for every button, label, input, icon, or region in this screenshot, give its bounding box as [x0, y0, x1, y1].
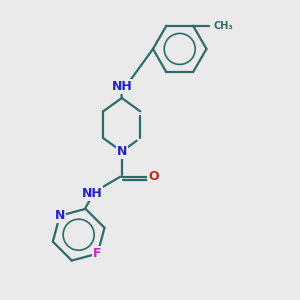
Text: CH₃: CH₃ [214, 21, 233, 31]
Text: NH: NH [111, 80, 132, 93]
Text: N: N [55, 209, 65, 222]
Text: O: O [148, 170, 159, 183]
Text: N: N [117, 145, 127, 158]
Text: F: F [93, 247, 102, 260]
Text: NH: NH [82, 187, 102, 200]
